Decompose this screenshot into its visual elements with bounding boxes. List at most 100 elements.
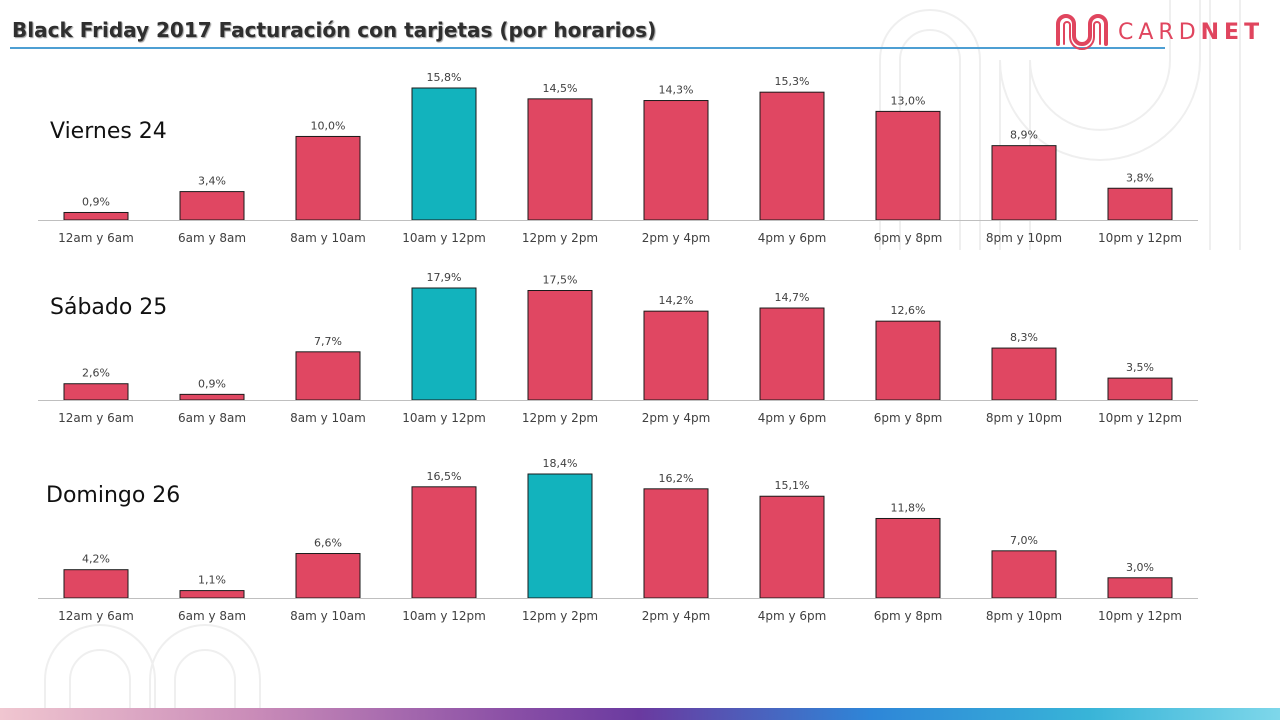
category-tick-label: 8pm y 10pm (986, 231, 1062, 245)
data-label: 16,2% (659, 472, 694, 485)
category-tick-label: 6pm y 8pm (874, 411, 943, 425)
bar (527, 98, 593, 221)
category-tick-label: 10am y 12pm (402, 411, 486, 425)
bottom-gradient-bar (0, 708, 1280, 720)
bar (295, 553, 361, 599)
bar (411, 287, 477, 401)
category-tick-label: 8am y 10am (290, 609, 366, 623)
chart-title-domingo: Domingo 26 (46, 483, 181, 508)
data-label: 3,0% (1126, 561, 1154, 574)
data-label: 14,5% (543, 82, 578, 95)
bar (63, 383, 129, 401)
bar (527, 290, 593, 401)
bar (1107, 377, 1173, 401)
cardnet-logo: CARDNET (1052, 8, 1272, 52)
bar (759, 307, 825, 401)
bar (643, 310, 709, 401)
bar (991, 550, 1057, 599)
data-label: 15,1% (775, 479, 810, 492)
data-label: 4,2% (82, 553, 110, 566)
data-label: 0,9% (82, 195, 110, 208)
category-tick-label: 8pm y 10pm (986, 411, 1062, 425)
data-label: 1,1% (198, 574, 226, 587)
category-tick-label: 6am y 8am (178, 411, 246, 425)
bar-chart-1: 2,6% 12am y 6am 0,9% 6am y 8am 7,7% 8am y 10a… (38, 271, 1198, 425)
bar (411, 486, 477, 599)
category-tick-label: 6am y 8am (178, 231, 246, 245)
category-tick-label: 12pm y 2pm (522, 609, 598, 623)
category-tick-label: 10am y 12pm (402, 231, 486, 245)
page-title: Black Friday 2017 Facturación con tarjet… (12, 18, 657, 42)
category-tick-label: 10pm y 12pm (1098, 231, 1182, 245)
category-tick-label: 10pm y 12pm (1098, 411, 1182, 425)
bar (411, 87, 477, 221)
data-label: 0,9% (198, 377, 226, 390)
data-label: 17,9% (427, 271, 462, 284)
bar (875, 110, 941, 221)
category-tick-label: 8pm y 10pm (986, 609, 1062, 623)
bar (875, 517, 941, 599)
data-label: 12,6% (891, 304, 926, 317)
bar (63, 211, 129, 221)
category-tick-label: 12am y 6am (58, 411, 134, 425)
bar (527, 473, 593, 599)
data-label: 3,8% (1126, 171, 1154, 184)
data-label: 14,3% (659, 84, 694, 97)
bar-chart-2: 4,2% 12am y 6am 1,1% 6am y 8am 6,6% 8am y 10a… (38, 457, 1198, 623)
category-tick-label: 12am y 6am (58, 231, 134, 245)
data-label: 10,0% (311, 119, 346, 132)
category-tick-label: 2pm y 4pm (642, 411, 711, 425)
category-tick-label: 6am y 8am (178, 609, 246, 623)
data-label: 3,5% (1126, 361, 1154, 374)
bar (1107, 577, 1173, 599)
bar (991, 347, 1057, 401)
bar-chart-0: 0,9% 12am y 6am 3,4% 6am y 8am 10,0% 8am y 10… (38, 71, 1198, 245)
data-label: 2,6% (82, 367, 110, 380)
bar (991, 145, 1057, 221)
category-tick-label: 6pm y 8pm (874, 231, 943, 245)
cardnet-logo-text: CARDNET (1118, 20, 1264, 45)
data-label: 8,9% (1010, 129, 1038, 142)
bar (1107, 187, 1173, 221)
logo-text-net: NET (1200, 20, 1265, 45)
title-underline (10, 47, 1165, 49)
bar (63, 569, 129, 599)
category-tick-label: 12pm y 2pm (522, 231, 598, 245)
bar (295, 351, 361, 401)
bar (759, 91, 825, 221)
bar (875, 320, 941, 401)
bar (643, 100, 709, 221)
category-tick-label: 10am y 12pm (402, 609, 486, 623)
bar (179, 393, 245, 401)
chart-title-viernes: Viernes 24 (50, 119, 167, 144)
bar (179, 590, 245, 599)
data-label: 17,5% (543, 274, 578, 287)
data-label: 13,0% (891, 94, 926, 107)
data-label: 14,7% (775, 291, 810, 304)
bar (759, 495, 825, 599)
data-label: 11,8% (891, 501, 926, 514)
category-tick-label: 2pm y 4pm (642, 231, 711, 245)
category-tick-label: 6pm y 8pm (874, 609, 943, 623)
category-tick-label: 4pm y 6pm (758, 231, 827, 245)
data-label: 15,8% (427, 71, 462, 84)
bar (179, 191, 245, 221)
data-label: 8,3% (1010, 331, 1038, 344)
data-label: 18,4% (543, 457, 578, 470)
data-label: 6,6% (314, 537, 342, 550)
category-tick-label: 10pm y 12pm (1098, 609, 1182, 623)
cardnet-logo-icon (1056, 14, 1108, 50)
data-label: 15,3% (775, 75, 810, 88)
category-tick-label: 4pm y 6pm (758, 609, 827, 623)
bar (295, 135, 361, 221)
category-tick-label: 8am y 10am (290, 231, 366, 245)
data-label: 7,0% (1010, 534, 1038, 547)
data-label: 7,7% (314, 335, 342, 348)
data-label: 14,2% (659, 294, 694, 307)
category-tick-label: 8am y 10am (290, 411, 366, 425)
category-tick-label: 2pm y 4pm (642, 609, 711, 623)
category-tick-label: 4pm y 6pm (758, 411, 827, 425)
category-tick-label: 12am y 6am (58, 609, 134, 623)
chart-title-sabado: Sábado 25 (50, 295, 168, 320)
